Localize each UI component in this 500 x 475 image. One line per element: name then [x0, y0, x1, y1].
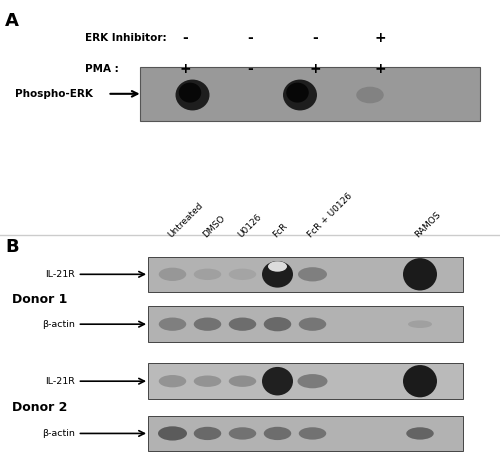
FancyBboxPatch shape	[148, 256, 463, 292]
Text: β-actin: β-actin	[42, 429, 75, 438]
Text: +: +	[374, 31, 386, 45]
Ellipse shape	[159, 268, 186, 281]
Ellipse shape	[268, 261, 287, 272]
Ellipse shape	[299, 428, 326, 440]
Text: IL-21R: IL-21R	[45, 377, 75, 386]
Ellipse shape	[286, 83, 309, 103]
Ellipse shape	[262, 261, 293, 288]
FancyBboxPatch shape	[148, 306, 463, 342]
Ellipse shape	[229, 375, 256, 387]
Ellipse shape	[283, 79, 317, 111]
Ellipse shape	[194, 268, 221, 280]
Ellipse shape	[158, 427, 187, 441]
Ellipse shape	[159, 375, 186, 388]
Ellipse shape	[194, 375, 221, 387]
Ellipse shape	[408, 320, 432, 328]
Ellipse shape	[406, 428, 434, 440]
Ellipse shape	[194, 427, 221, 440]
Text: +: +	[309, 62, 321, 76]
Text: ERK Inhibitor:: ERK Inhibitor:	[85, 33, 166, 43]
Text: IL-21R: IL-21R	[45, 270, 75, 279]
FancyBboxPatch shape	[140, 66, 480, 121]
Text: PMA :: PMA :	[85, 64, 119, 74]
Text: FcR: FcR	[271, 222, 289, 240]
Text: RAMOS: RAMOS	[414, 210, 443, 240]
Text: β-actin: β-actin	[42, 320, 75, 329]
Text: +: +	[374, 62, 386, 76]
Ellipse shape	[159, 317, 186, 331]
Ellipse shape	[356, 86, 384, 104]
Ellipse shape	[179, 83, 201, 103]
Ellipse shape	[262, 367, 293, 395]
Text: -: -	[247, 31, 253, 45]
Ellipse shape	[229, 428, 256, 440]
FancyBboxPatch shape	[148, 363, 463, 399]
Ellipse shape	[176, 79, 210, 111]
Text: B: B	[5, 238, 18, 256]
Text: A: A	[5, 12, 19, 30]
Text: Donor 1: Donor 1	[12, 293, 68, 306]
Ellipse shape	[403, 365, 437, 397]
Text: Untreated: Untreated	[166, 201, 204, 240]
Ellipse shape	[264, 427, 291, 440]
Ellipse shape	[298, 374, 328, 389]
Text: -: -	[247, 62, 253, 76]
Text: Phospho-ERK: Phospho-ERK	[15, 89, 93, 99]
Ellipse shape	[264, 317, 291, 332]
Ellipse shape	[298, 267, 327, 281]
FancyBboxPatch shape	[148, 416, 463, 451]
Ellipse shape	[194, 317, 221, 331]
Text: U0126: U0126	[236, 213, 264, 240]
Text: DMSO: DMSO	[201, 214, 227, 240]
Text: +: +	[179, 62, 191, 76]
Text: FcR + U0126: FcR + U0126	[306, 192, 354, 240]
Text: -: -	[182, 31, 188, 45]
Text: Donor 2: Donor 2	[12, 401, 68, 414]
Ellipse shape	[299, 317, 326, 331]
Ellipse shape	[229, 268, 256, 280]
Ellipse shape	[229, 317, 256, 331]
Ellipse shape	[403, 258, 437, 291]
Text: -: -	[312, 31, 318, 45]
